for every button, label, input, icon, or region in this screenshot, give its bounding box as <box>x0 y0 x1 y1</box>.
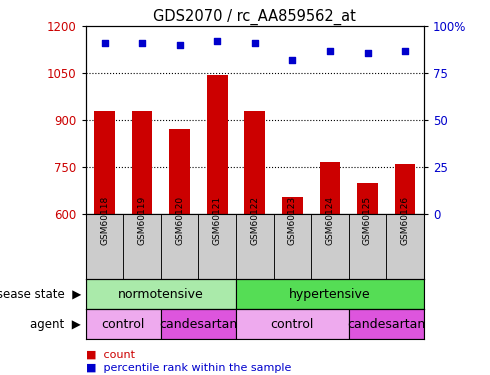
Text: control: control <box>101 318 145 331</box>
Bar <box>273 214 311 279</box>
Point <box>213 38 221 44</box>
Text: GSM60121: GSM60121 <box>213 196 222 245</box>
Bar <box>236 214 273 279</box>
Point <box>138 40 146 46</box>
Text: normotensive: normotensive <box>118 288 204 301</box>
Bar <box>161 309 236 339</box>
Title: GDS2070 / rc_AA859562_at: GDS2070 / rc_AA859562_at <box>153 9 356 25</box>
Text: GSM60125: GSM60125 <box>363 196 372 245</box>
Text: control: control <box>270 318 314 331</box>
Bar <box>349 309 424 339</box>
Bar <box>170 129 190 214</box>
Text: GSM60124: GSM60124 <box>325 196 335 245</box>
Text: ■  percentile rank within the sample: ■ percentile rank within the sample <box>86 363 291 373</box>
Bar <box>245 111 265 214</box>
Text: disease state  ▶: disease state ▶ <box>0 288 81 301</box>
Text: candesartan: candesartan <box>347 318 425 331</box>
Text: GSM60123: GSM60123 <box>288 196 297 245</box>
Bar <box>86 309 161 339</box>
Bar <box>161 214 198 279</box>
Point <box>251 40 259 46</box>
Point <box>100 40 108 46</box>
Bar <box>207 75 227 214</box>
Bar <box>236 279 424 309</box>
Bar <box>236 309 349 339</box>
Bar <box>94 111 115 214</box>
Point <box>364 50 371 55</box>
Bar <box>357 183 378 214</box>
Point <box>289 57 296 63</box>
Text: hypertensive: hypertensive <box>289 288 371 301</box>
Bar <box>123 214 161 279</box>
Point <box>401 48 409 54</box>
Text: ■  count: ■ count <box>86 350 135 359</box>
Text: candesartan: candesartan <box>159 318 238 331</box>
Bar <box>311 214 349 279</box>
Text: GSM60126: GSM60126 <box>400 196 410 245</box>
Text: agent  ▶: agent ▶ <box>30 318 81 331</box>
Text: GSM60118: GSM60118 <box>100 196 109 245</box>
Text: GSM60120: GSM60120 <box>175 196 184 245</box>
Bar <box>386 214 424 279</box>
Bar <box>198 214 236 279</box>
Bar <box>349 214 386 279</box>
Text: GSM60119: GSM60119 <box>138 196 147 245</box>
Bar <box>395 164 416 214</box>
Point <box>326 48 334 54</box>
Bar <box>132 111 152 214</box>
Bar <box>282 196 303 214</box>
Bar <box>319 162 340 214</box>
Text: GSM60122: GSM60122 <box>250 196 259 245</box>
Bar <box>86 214 123 279</box>
Point <box>176 42 184 48</box>
Bar <box>86 279 236 309</box>
